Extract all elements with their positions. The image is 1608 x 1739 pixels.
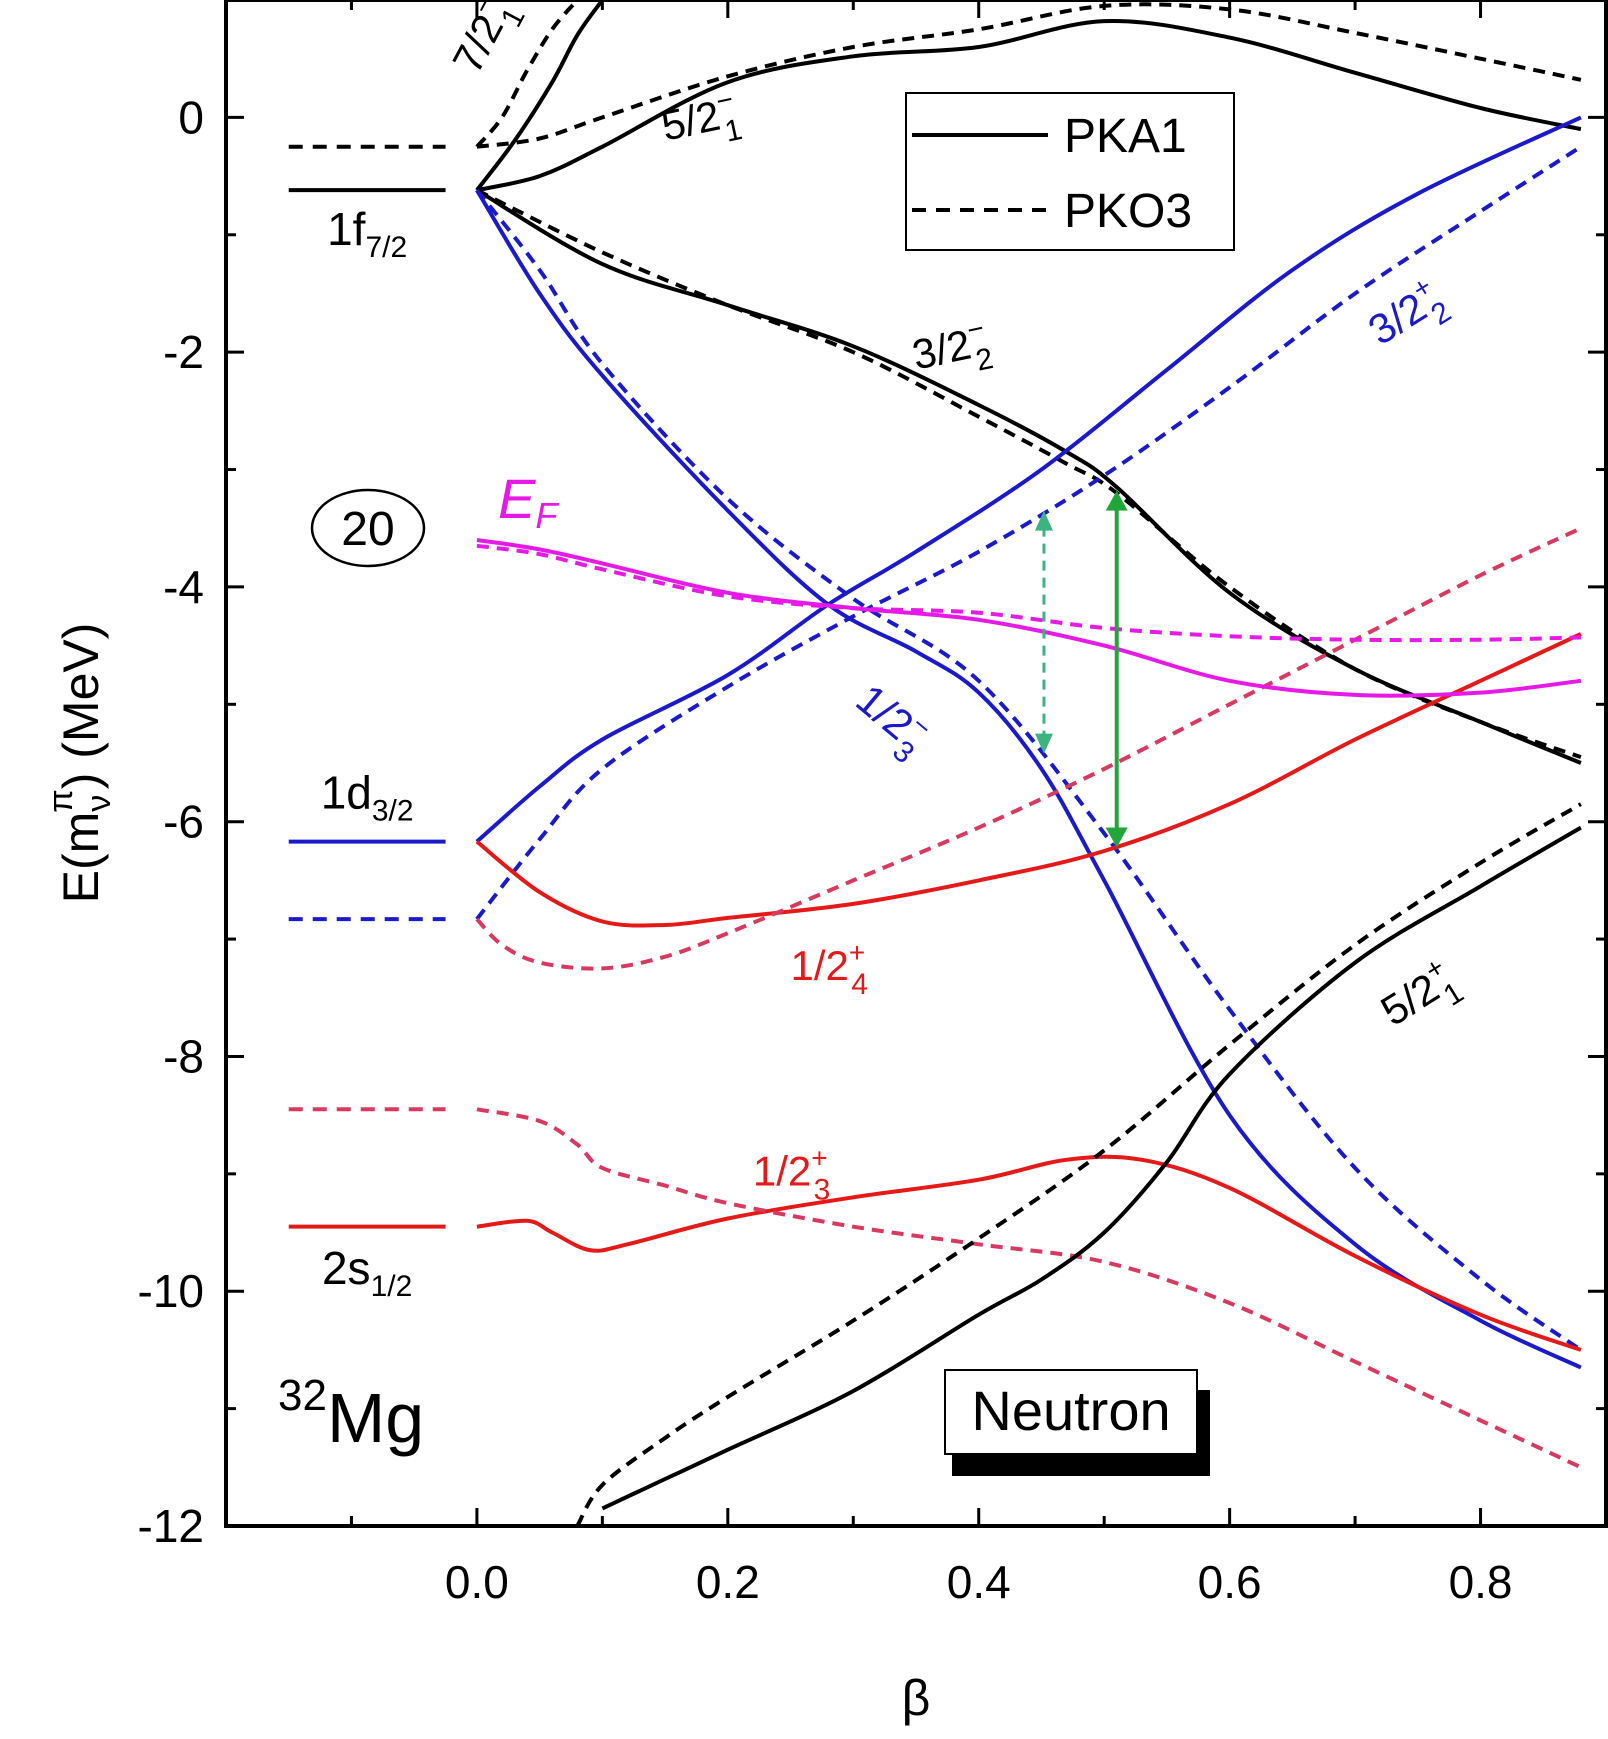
level-curve	[476, 1154, 1582, 1352]
transition-arrow-head-bottom	[1034, 733, 1053, 754]
axis-tick-labels: 0.0 0.2 0.4 0.6 0.8 -12 -10 -8 -6 -4 -2 0	[138, 91, 1513, 1608]
level-label: 5/2+1	[1370, 950, 1470, 1045]
y-tick-label: -12	[138, 1500, 204, 1552]
y-axis-title: E(mνπ) (MeV)	[42, 623, 118, 904]
level-label-sup: +	[811, 1143, 827, 1174]
y-tick-label: 0	[178, 91, 204, 143]
spherical-level-name: 1f	[327, 203, 366, 255]
legend: PKA1 PKO3	[905, 92, 1235, 251]
fermi-label-sub: F	[535, 495, 559, 536]
y-tick-label: -6	[163, 796, 204, 848]
plot-frame	[224, 0, 1608, 1528]
transition-arrow-head-top	[1034, 510, 1053, 531]
transition-arrow-head-bottom	[1105, 827, 1128, 848]
y-axis-title-rest: ) (MeV)	[53, 623, 109, 790]
level-curve	[476, 188, 1582, 759]
level-curve	[475, 115, 1582, 844]
level-curve	[475, 0, 605, 192]
level-label-sub: 2	[973, 342, 996, 378]
magic-number: 20	[310, 488, 426, 568]
spherical-level-sub: 7/2	[365, 231, 407, 264]
level-curve	[601, 825, 1582, 1511]
level-curve	[575, 802, 1582, 1526]
spherical-level-label: 1f7/2	[327, 203, 407, 264]
level-curve	[476, 543, 1581, 643]
level-curve	[475, 632, 1582, 928]
x-tick-label: 0.6	[1198, 1556, 1262, 1608]
spherical-level-label: 1d3/2	[321, 766, 414, 827]
level-label-sub: 2	[1425, 295, 1457, 332]
x-axis-title: β	[902, 1670, 931, 1726]
level-curve	[475, 0, 579, 149]
level-label: 1/2+ 4	[791, 937, 868, 1001]
y-tick-label: -8	[163, 1030, 204, 1082]
y-tick-label: -10	[138, 1265, 204, 1317]
y-axis-title-sup: π	[42, 789, 80, 812]
spherical-level-label: 2s1/2	[322, 1242, 412, 1303]
level-label-sub: 3	[814, 1174, 831, 1207]
level-label-sub: 1	[1438, 976, 1470, 1013]
x-tick-label: 0.0	[445, 1556, 509, 1608]
legend-label-pka1: PKA1	[1064, 110, 1187, 163]
level-curve	[475, 526, 1582, 971]
particle-box: Neutron	[944, 1369, 1210, 1476]
particle-label: Neutron	[971, 1379, 1170, 1442]
level-curve	[476, 2, 1582, 149]
spherical-level-sub: 1/2	[371, 1270, 413, 1303]
nucleus-mass: 32	[278, 1371, 327, 1420]
level-label-sub: 1	[722, 113, 745, 149]
level-label-num: 1/2	[791, 942, 849, 989]
y-axis-title-text: E(mνπ) (MeV)	[42, 623, 118, 904]
level-label-num: 1/2	[753, 1148, 811, 1195]
y-tick-label: -4	[163, 561, 204, 613]
legend-box	[905, 92, 1235, 251]
transition-arrow-head-top	[1105, 490, 1128, 511]
spherical-level-name: 2s	[322, 1242, 371, 1294]
x-tick-label: 0.8	[1449, 1556, 1513, 1608]
particle-box-face	[944, 1369, 1198, 1455]
level-label-num: 3/2	[908, 320, 975, 378]
legend-label-pko3: PKO3	[1064, 185, 1192, 238]
level-curve	[476, 1107, 1582, 1470]
level-label-sup: −	[713, 83, 735, 117]
level-curve	[475, 145, 1582, 921]
magic-number-text: 20	[341, 503, 394, 556]
fermi-label: EF	[498, 467, 559, 536]
y-tick-label: -2	[163, 326, 204, 378]
level-label: 1/2−3	[840, 671, 940, 770]
spherical-levels: 1f7/2 1d3/2 2s1/2	[288, 144, 446, 1303]
axis-ticks	[226, 0, 1608, 1528]
x-tick-label: 0.2	[696, 1556, 760, 1608]
magic-number-circle	[310, 488, 426, 568]
level-label-sub: 4	[851, 968, 868, 1001]
level-curve	[476, 538, 1582, 698]
level-label: 1/2+ 3	[753, 1143, 830, 1207]
level-label-sup: +	[849, 937, 865, 968]
level-label-num: 5/2	[657, 92, 724, 150]
fermi-label-main: E	[498, 467, 536, 530]
nucleus-element: Mg	[327, 1379, 424, 1457]
level-curve	[475, 189, 1582, 1370]
level-label-sup: −	[964, 312, 986, 346]
spherical-level-name: 1d	[321, 766, 372, 818]
level-curve	[476, 18, 1582, 193]
level-curves	[475, 0, 1583, 1526]
x-tick-label: 0.4	[947, 1556, 1011, 1608]
transition-arrows	[1034, 490, 1128, 848]
level-curve	[475, 188, 1583, 1352]
spherical-level-sub: 3/2	[372, 794, 414, 827]
nucleus-label: 32Mg	[278, 1371, 424, 1457]
level-label: 7/2−1	[439, 0, 532, 86]
y-axis-title-sub: ν	[80, 795, 118, 812]
